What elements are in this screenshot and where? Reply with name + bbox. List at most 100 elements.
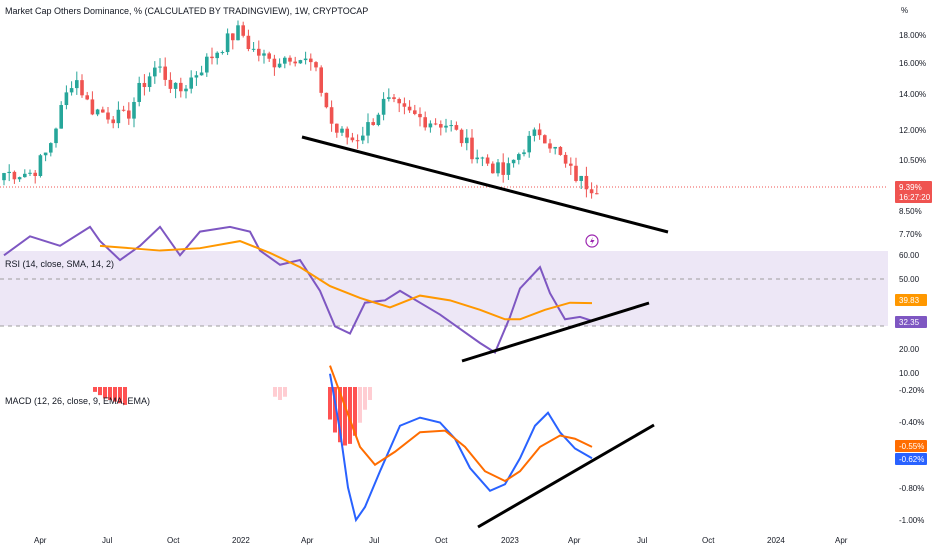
candle-body: [589, 189, 594, 194]
candle-body: [563, 154, 568, 164]
candle-body: [397, 99, 401, 104]
rsi-trendline[interactable]: [461, 301, 650, 363]
rsi-line: [3, 225, 593, 354]
candle-body: [189, 77, 193, 89]
candles: [2, 20, 599, 199]
candle-body: [267, 53, 271, 59]
candle-body: [69, 88, 74, 93]
candle-body: [522, 152, 526, 155]
candle-body: [423, 117, 427, 128]
candle-body: [506, 163, 511, 175]
time-label: Apr: [568, 536, 581, 545]
candle-body: [111, 119, 115, 124]
price-tick: 12.00%: [899, 126, 926, 135]
candle-body: [272, 58, 277, 68]
candle-body: [2, 173, 6, 181]
time-label: Apr: [835, 536, 848, 545]
candle-body: [28, 172, 32, 174]
signal-box: [895, 440, 927, 452]
candle-body: [132, 101, 136, 119]
time-label: Oct: [702, 536, 715, 545]
macd-histogram-bar: [353, 387, 357, 436]
price-tick: 8.50%: [899, 207, 922, 216]
candle-body: [345, 128, 349, 138]
candle-body: [184, 88, 188, 92]
candle-body: [324, 92, 329, 108]
candle-body: [64, 92, 69, 106]
candle-body: [418, 113, 422, 118]
rsi-tick: 10.00: [899, 369, 920, 378]
candle-body: [335, 123, 339, 133]
candle-body: [444, 125, 448, 128]
macd-histogram-bar: [113, 387, 117, 402]
candle-body: [137, 82, 141, 102]
candle-body: [7, 171, 11, 174]
macd-histogram-bar: [273, 387, 277, 397]
candle-body: [251, 48, 256, 50]
candle-body: [215, 52, 219, 59]
candle-body: [116, 109, 121, 124]
alert-icon[interactable]: [585, 234, 599, 248]
last-price-value: 9.39%: [899, 183, 922, 192]
candle-body: [75, 80, 79, 89]
candle-body: [361, 135, 365, 141]
time-label: 2023: [501, 536, 519, 545]
candle-body: [225, 33, 230, 53]
chart-title: Market Cap Others Dominance, % (CALCULAT…: [5, 6, 368, 16]
candle-body: [428, 123, 433, 128]
candle-body: [574, 165, 578, 181]
candle-body: [475, 157, 479, 160]
candle-body: [480, 157, 485, 159]
candle-body: [449, 125, 453, 127]
macd-tick: -0.80%: [899, 484, 924, 493]
macd-tick: -0.20%: [899, 386, 924, 395]
candle-body: [199, 72, 204, 76]
rsi-ma-line: [99, 240, 593, 321]
price-tick: 18.00%: [899, 31, 926, 40]
candle-body: [168, 79, 173, 89]
time-axis: Apr Jul Oct 2022 Apr Jul Oct 2023 Apr Ju…: [34, 536, 848, 545]
candle-body: [173, 82, 178, 89]
candle-body: [163, 66, 167, 80]
candle-body: [95, 109, 100, 115]
candle-body: [142, 82, 147, 88]
candle-body: [511, 159, 516, 164]
candle-body: [485, 157, 490, 164]
macd-trendline[interactable]: [477, 423, 655, 529]
candle-body: [257, 48, 261, 56]
price-trendline[interactable]: [301, 135, 669, 234]
candle-body: [303, 58, 308, 61]
candle-body: [350, 137, 355, 141]
candle-body: [381, 98, 386, 115]
candle-body: [595, 193, 599, 195]
candle-body: [543, 135, 547, 144]
rsi-ma-box: [895, 294, 927, 306]
rsi-tick: 20.00: [899, 345, 920, 354]
candle-body: [101, 109, 105, 113]
macd-histogram-bar: [123, 387, 127, 405]
candle-body: [517, 154, 521, 160]
macd-histogram-bar: [328, 387, 332, 420]
candle-body: [210, 56, 214, 59]
candle-body: [262, 53, 266, 56]
macd-histogram-bar: [103, 387, 107, 399]
macd-histogram-bar: [283, 387, 287, 397]
time-label: 2024: [767, 536, 785, 545]
candle-body: [43, 152, 48, 156]
candle-body: [569, 163, 573, 166]
candle-body: [407, 106, 412, 111]
candle-body: [376, 114, 381, 126]
candle-body: [491, 163, 495, 174]
macd-tick: -1.00%: [899, 516, 924, 525]
candle-body: [579, 175, 583, 181]
candle-body: [38, 155, 43, 177]
candle-body: [413, 110, 417, 114]
time-label: Apr: [34, 536, 47, 545]
price-axis-unit: %: [901, 6, 908, 15]
time-label: Apr: [301, 536, 314, 545]
time-label: Jul: [637, 536, 647, 545]
macd-histogram-bar: [278, 387, 282, 400]
rsi-ma-value: 39.83: [899, 296, 920, 305]
candle-body: [153, 67, 157, 77]
